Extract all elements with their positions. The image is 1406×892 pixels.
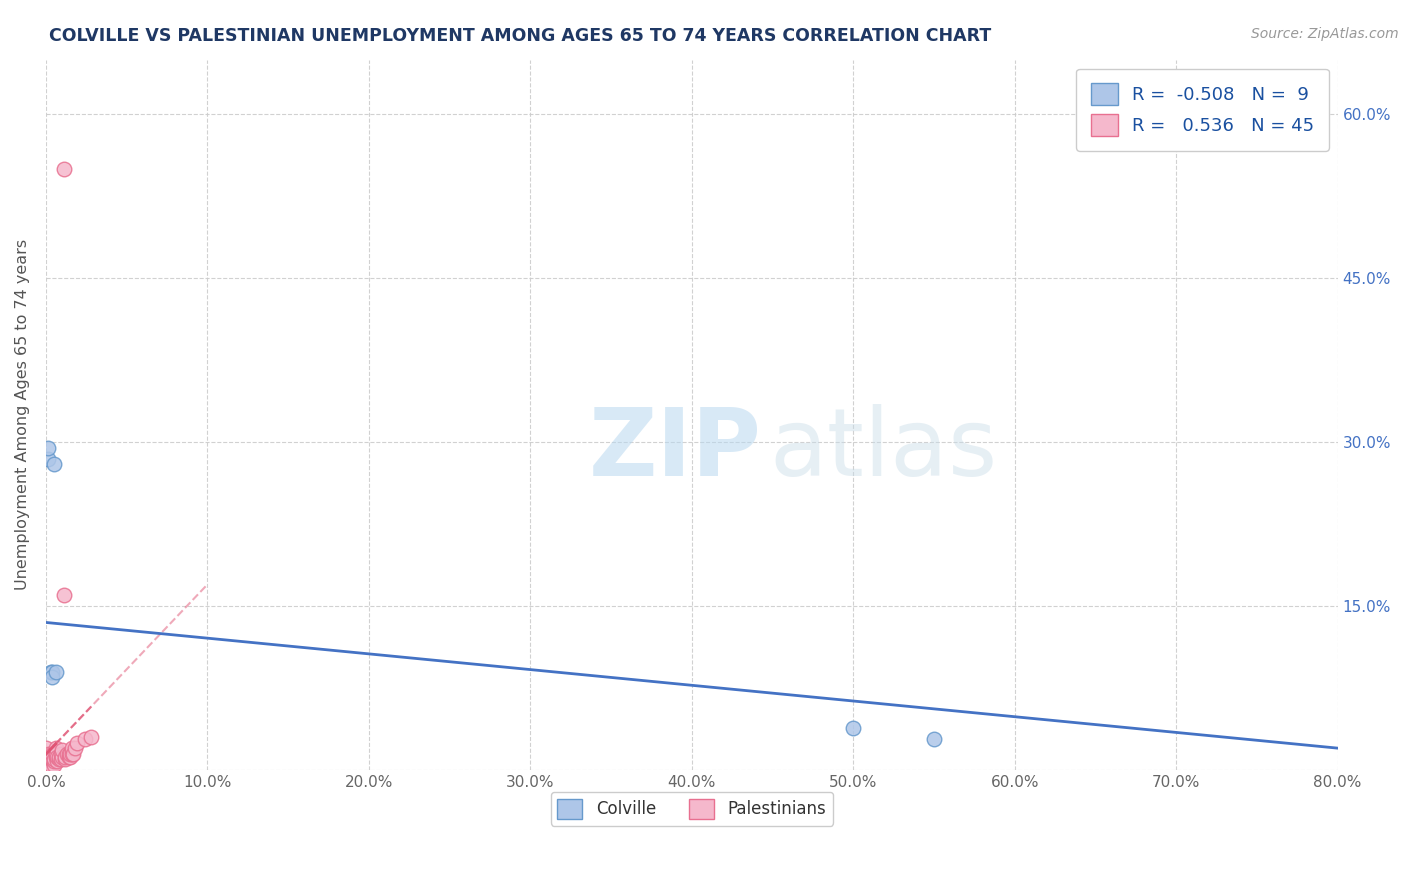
Point [39,763,62,777]
Point [35,752,58,766]
Point [51,743,73,757]
Point [48,750,70,764]
Point [49,752,72,766]
Point [37,441,59,455]
Point [48,752,70,766]
Point [46,754,69,768]
Point [60,747,83,761]
Point [59,750,82,764]
Point [41,665,63,679]
Point [45,741,67,756]
Point [41,752,63,766]
Text: Source: ZipAtlas.com: Source: ZipAtlas.com [1251,27,1399,41]
Point [39,757,62,772]
Point [53,752,76,766]
Point [39,665,62,679]
Point [45,750,67,764]
Point [51,750,73,764]
Point [53,750,76,764]
Point [37,451,59,466]
Point [60,741,83,756]
Text: atlas: atlas [769,404,997,496]
Point [42,754,65,768]
Point [35,741,58,756]
Legend: Colville, Palestinians: Colville, Palestinians [551,792,832,826]
Point [35,757,58,772]
Point [38,747,60,761]
Point [52,161,75,176]
Point [66,736,89,750]
Point [62,747,84,761]
Point [80,730,103,744]
Point [45,665,67,679]
Point [42,752,65,766]
Point [63,741,86,756]
Text: COLVILLE VS PALESTINIAN UNEMPLOYMENT AMONG AGES 65 TO 74 YEARS CORRELATION CHART: COLVILLE VS PALESTINIAN UNEMPLOYMENT AMO… [49,27,991,45]
Point [58,750,80,764]
Point [38,752,60,766]
Text: ZIP: ZIP [589,404,761,496]
Y-axis label: Unemployment Among Ages 65 to 74 years: Unemployment Among Ages 65 to 74 years [15,239,30,591]
Point [49,747,72,761]
Point [38,757,60,772]
Point [45,747,67,761]
Point [42,757,65,772]
Point [58,747,80,761]
Point [56,747,79,761]
Point [59,747,82,761]
Point [46,750,69,764]
Point [73,732,96,747]
Point [39,752,62,766]
Point [37,763,59,777]
Point [35,763,58,777]
Point [42,457,65,471]
Point [35,747,58,761]
Point [922,732,945,747]
Point [37,757,59,772]
Point [842,722,865,736]
Point [41,747,63,761]
Point [52,588,75,602]
Point [41,670,63,684]
